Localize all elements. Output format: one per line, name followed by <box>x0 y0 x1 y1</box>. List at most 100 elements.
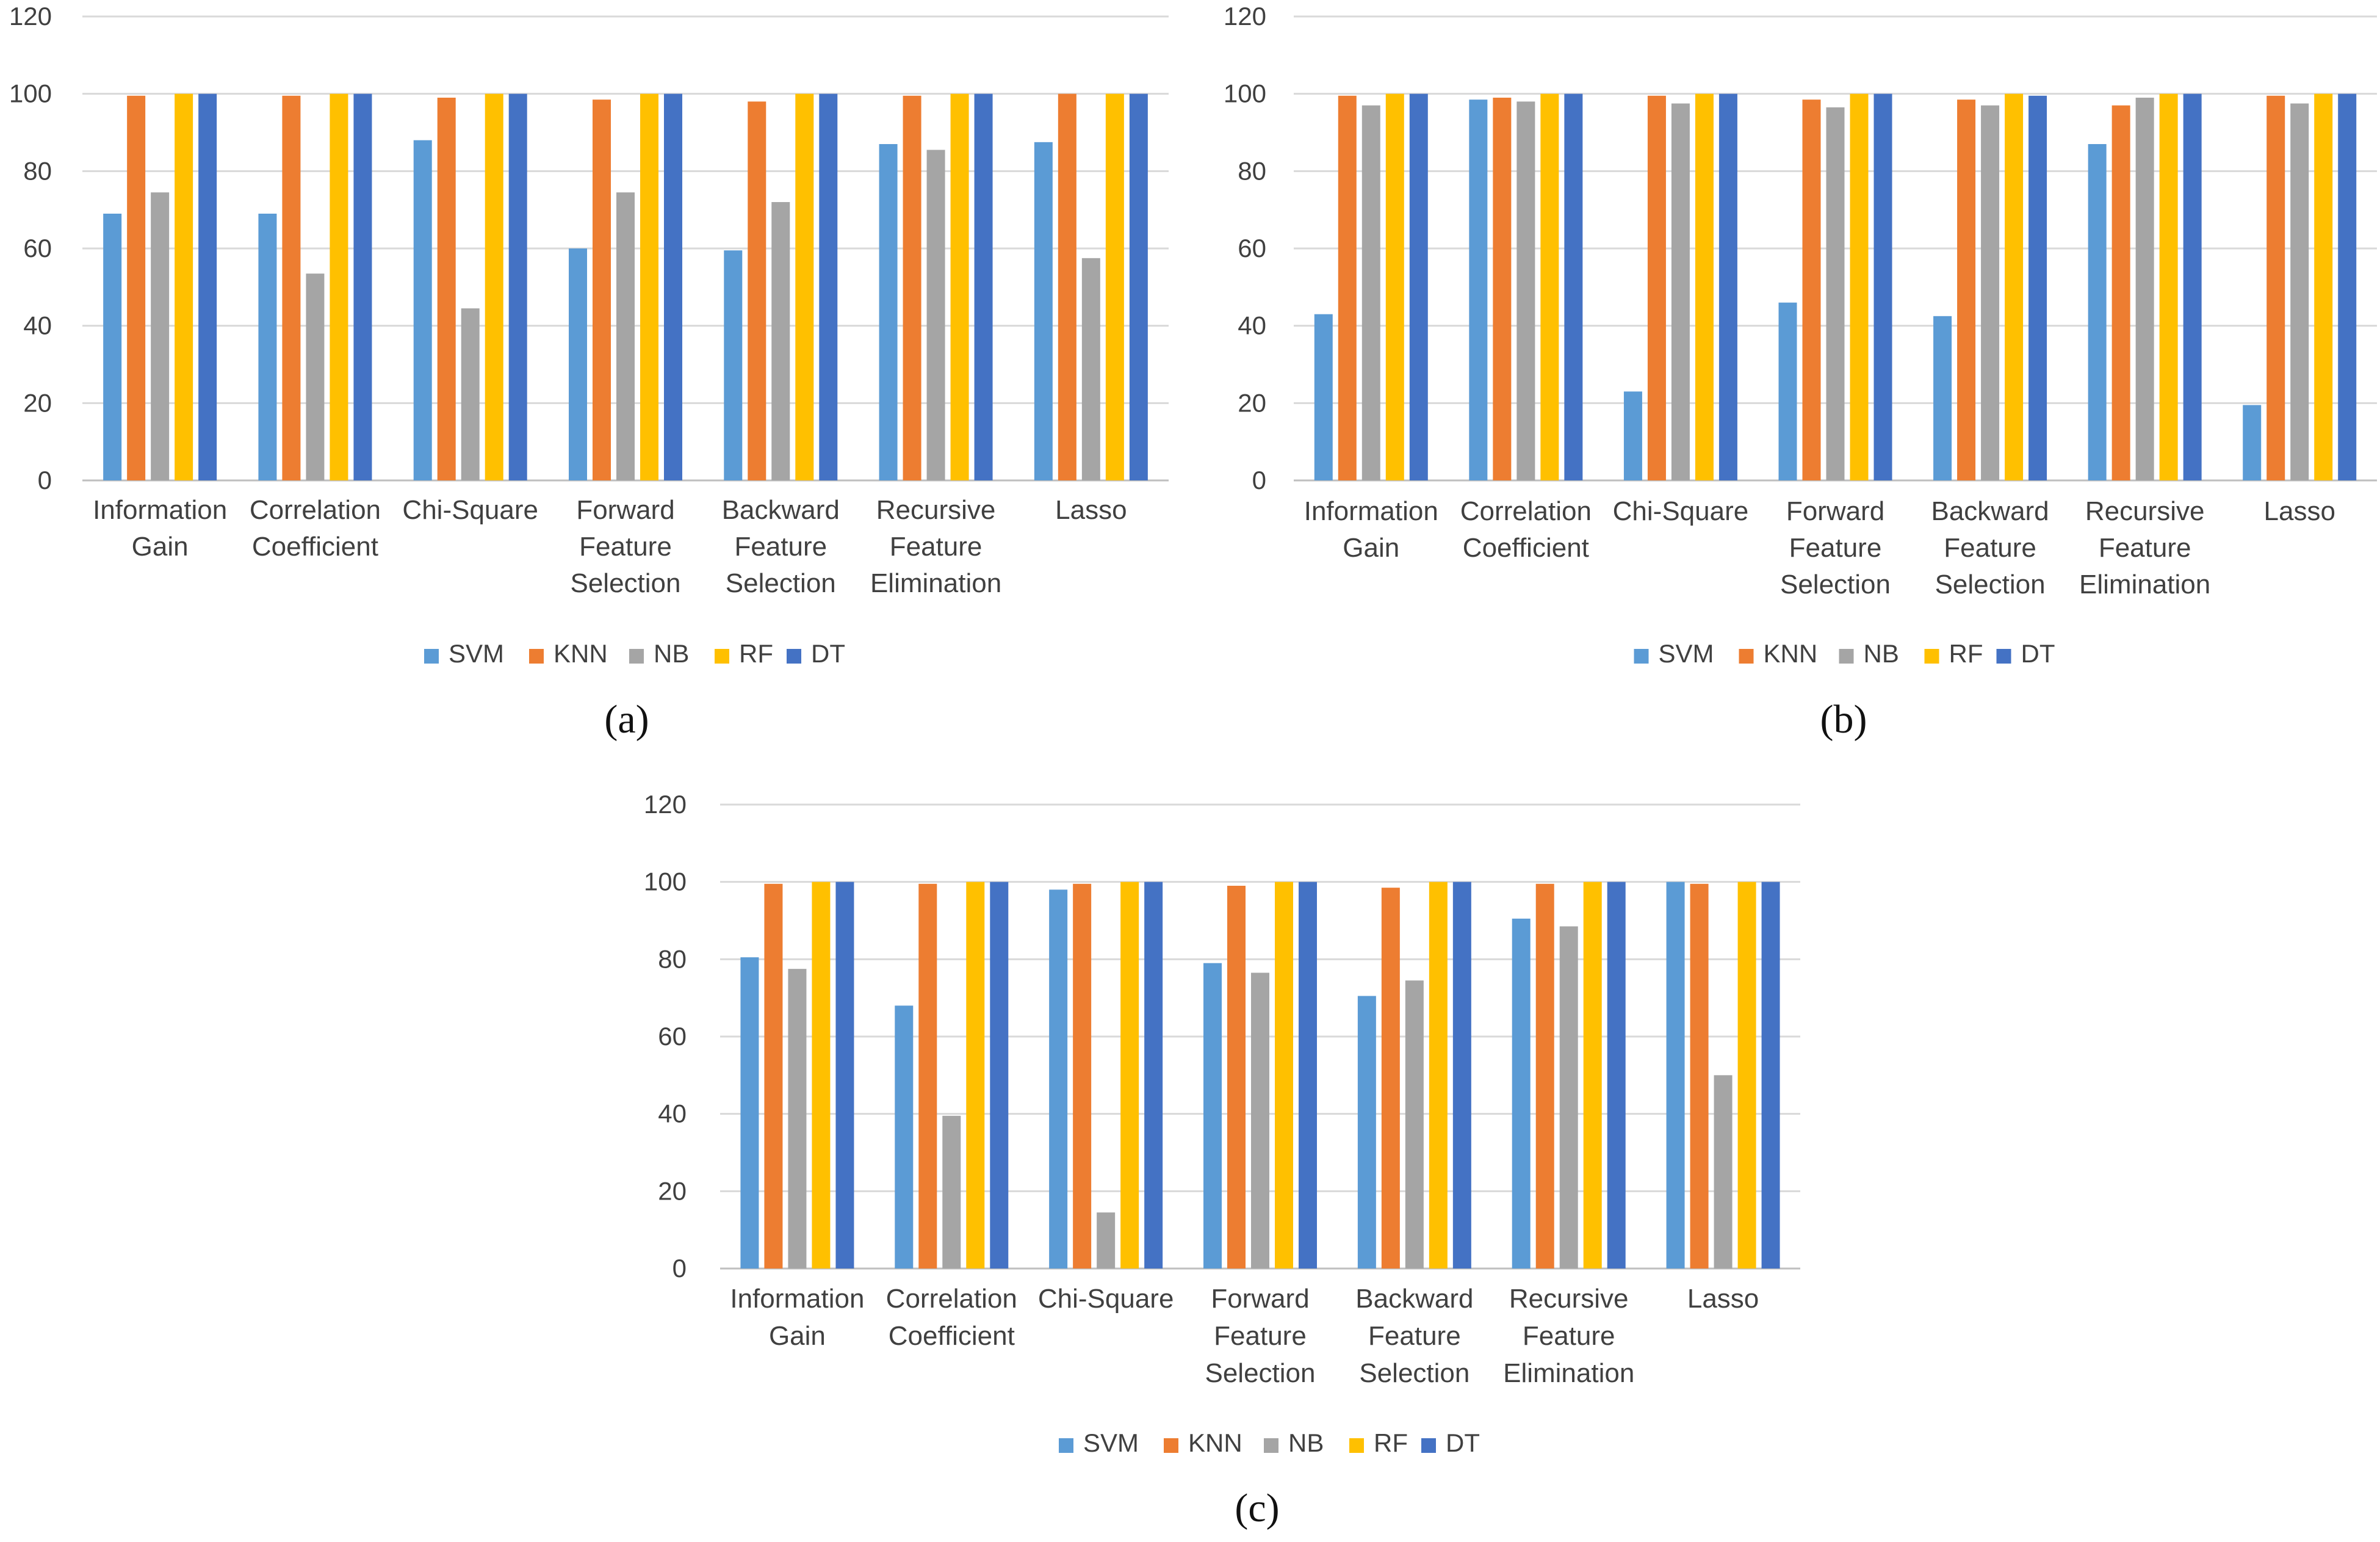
bar-knn <box>1690 883 1709 1269</box>
x-category-label: Forward <box>576 495 674 525</box>
x-category-label: Recursive <box>876 495 996 525</box>
bar-dt <box>990 881 1009 1269</box>
bar-knn <box>437 98 456 480</box>
bar-dt <box>1144 881 1163 1269</box>
bar-nb <box>2135 98 2154 480</box>
bar-nb <box>461 308 480 480</box>
x-category-label: Lasso <box>1687 1284 1759 1314</box>
legend-swatch-svm <box>1059 1438 1073 1453</box>
y-tick-label: 0 <box>673 1254 687 1283</box>
bar-nb <box>1559 926 1578 1269</box>
bar-rf <box>1737 881 1756 1269</box>
bar-knn <box>1802 100 1821 480</box>
x-category-label: Backward <box>722 495 840 525</box>
bar-dt <box>974 93 993 480</box>
bar-dt <box>2338 93 2357 480</box>
x-category-label: Elimination <box>870 568 1001 598</box>
bar-dt <box>1129 93 1148 480</box>
y-tick-label: 60 <box>1238 234 1266 262</box>
y-tick-label: 40 <box>658 1099 687 1128</box>
legend-label-svm: SVM <box>449 639 504 668</box>
x-category-label: Correlation <box>1460 496 1592 526</box>
bar-svm <box>1357 996 1376 1269</box>
bar-svm <box>103 214 122 480</box>
legend-swatch-nb <box>1839 649 1854 664</box>
bar-knn <box>1647 95 1666 481</box>
bar-dt <box>353 93 372 480</box>
bar-nb <box>926 150 945 480</box>
legend-swatch-svm <box>424 649 439 664</box>
x-category-label: Chi-Square <box>1038 1284 1174 1314</box>
bar-nb <box>1714 1075 1733 1269</box>
bar-knn <box>918 883 937 1269</box>
bar-svm <box>2243 405 2262 480</box>
chart-caption: (c) <box>1235 1486 1279 1530</box>
x-category-label: Information <box>1304 496 1438 526</box>
bar-knn <box>1957 100 1976 480</box>
bar-svm <box>1666 881 1685 1269</box>
bar-rf <box>1695 93 1714 480</box>
bar-rf <box>330 93 348 480</box>
legend-label-knn: KNN <box>1188 1428 1242 1457</box>
bar-knn <box>127 95 146 481</box>
bar-knn <box>1381 888 1400 1269</box>
bar-rf <box>795 93 814 480</box>
bar-nb <box>788 969 807 1269</box>
legend-label-nb: NB <box>1864 639 1899 668</box>
bar-svm <box>879 144 898 480</box>
x-category-label: Feature <box>1214 1321 1307 1351</box>
legend-swatch-dt <box>787 649 801 664</box>
x-category-label: Gain <box>1343 533 1399 563</box>
x-category-label: Selection <box>1780 570 1891 599</box>
bar-svm <box>569 248 587 480</box>
bar-nb <box>771 202 790 480</box>
bar-knn <box>2266 95 2285 481</box>
bar-dt <box>664 93 682 480</box>
bar-knn <box>1338 95 1357 481</box>
bar-dt <box>1564 93 1583 480</box>
bar-nb <box>306 273 325 480</box>
y-tick-label: 20 <box>1238 388 1266 417</box>
x-category-label: Elimination <box>2079 570 2210 599</box>
bar-svm <box>1933 316 1952 480</box>
bar-dt <box>835 881 854 1269</box>
legend-swatch-knn <box>1164 1438 1178 1453</box>
bar-nb <box>1405 980 1424 1269</box>
y-tick-label: 80 <box>23 156 52 185</box>
x-category-label: Lasso <box>1055 495 1127 525</box>
legend-swatch-nb <box>1264 1438 1278 1453</box>
chart-c: 0 20 40 60 80 100 120 Information Gain Correlatio… <box>644 790 1800 1530</box>
x-category-label: Feature <box>1523 1321 1615 1351</box>
y-tick-label: 100 <box>9 79 52 108</box>
bar-rf <box>2159 93 2178 480</box>
bar-knn <box>1227 886 1246 1269</box>
y-tick-label: 40 <box>23 311 52 340</box>
x-category-label: Selection <box>726 568 836 598</box>
y-tick-label: 80 <box>658 944 687 973</box>
y-tick-label: 120 <box>9 2 52 31</box>
y-tick-label: 120 <box>644 790 687 819</box>
bar-knn <box>2111 105 2130 480</box>
bar-svm <box>2088 144 2107 480</box>
x-category-label: Information <box>730 1284 864 1314</box>
x-category-label: Coefficient <box>889 1321 1015 1351</box>
bar-nb <box>616 192 635 480</box>
bar-rf <box>1850 93 1869 480</box>
legend-swatch-nb <box>629 649 644 664</box>
bar-knn <box>1493 98 1512 480</box>
bar-knn <box>903 95 921 481</box>
bar-knn <box>593 100 611 480</box>
bar-dt <box>1409 93 1428 480</box>
bar-knn <box>282 95 301 481</box>
bar-dt <box>1761 881 1780 1269</box>
x-category-label: Feature <box>1368 1321 1461 1351</box>
bar-dt <box>508 93 527 480</box>
x-category-label: Gain <box>769 1321 826 1351</box>
bar-nb <box>1361 105 1380 480</box>
bar-knn <box>1535 883 1554 1269</box>
bar-svm <box>1623 391 1642 480</box>
x-category-label: Feature <box>1789 533 1882 563</box>
x-category-label: Backward <box>1355 1284 1473 1314</box>
y-tick-label: 60 <box>658 1022 687 1051</box>
